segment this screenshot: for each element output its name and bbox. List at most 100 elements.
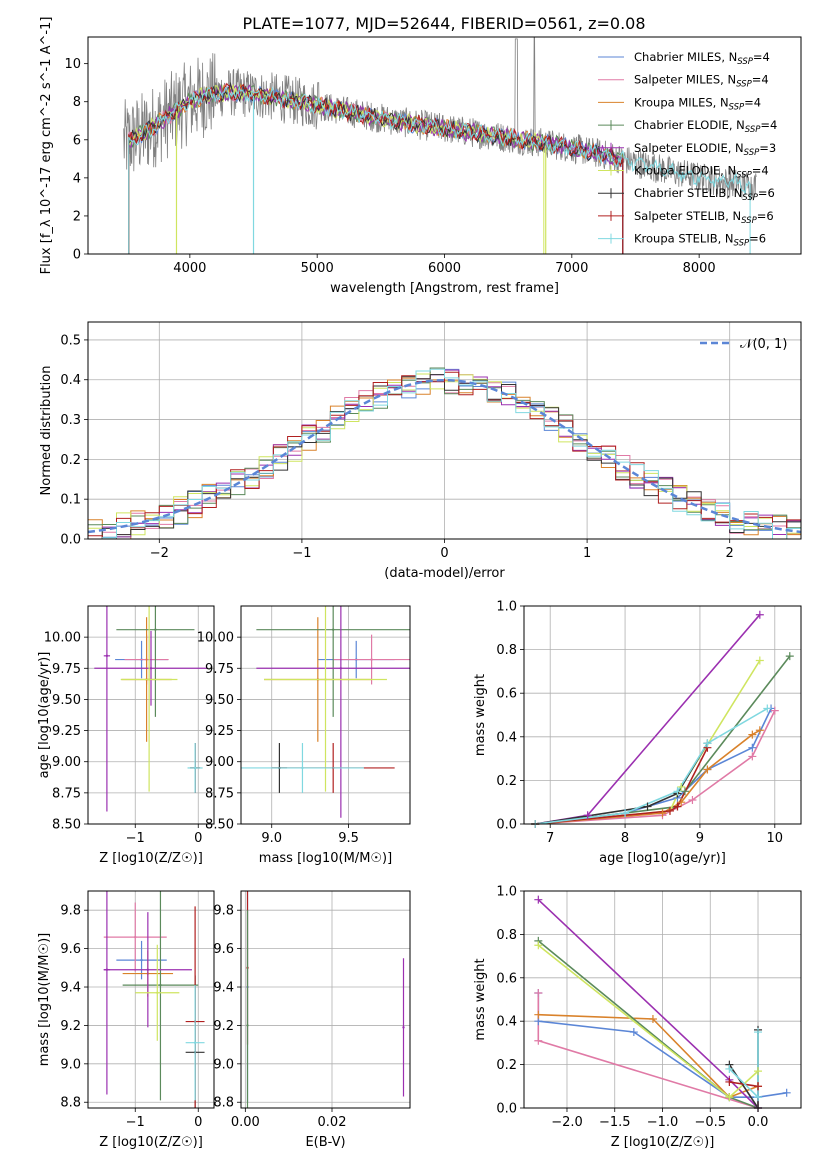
- series-marker: [534, 895, 543, 904]
- y-tick-label: 4: [73, 171, 81, 186]
- y-tick-label: 9.75: [52, 662, 81, 677]
- legend-label-text: Salpeter MILES, N: [634, 73, 736, 87]
- x-tick-label: −1.5: [599, 1115, 631, 1130]
- legend-label-sub: SSP: [745, 125, 761, 135]
- data-point: [147, 678, 151, 681]
- data-point: [149, 667, 153, 670]
- y-tick-label: 6: [73, 133, 81, 148]
- axes-frame: [523, 890, 802, 1109]
- figure-title: PLATE=1077, MJD=52644, FIBERID=0561, z=0…: [242, 14, 645, 33]
- legend-label: Chabrier MILES, NSSP=4: [634, 50, 770, 67]
- legend-label-text: Chabrier ELODIE, N: [634, 118, 745, 132]
- series-marker: [754, 1082, 763, 1091]
- legend-label-sub: SSP: [741, 216, 757, 226]
- series-marker: [763, 704, 772, 713]
- y-tick-label: 0.1: [60, 493, 81, 508]
- x-tick-label: −1.0: [647, 1115, 679, 1130]
- y-tick-label: 1.0: [496, 600, 517, 615]
- y-tick-label: 9.6: [60, 942, 81, 957]
- y-tick-label: 9.50: [205, 693, 234, 708]
- y-tick-label: 8.8: [213, 1096, 234, 1111]
- data-point: [156, 991, 159, 994]
- legend-label-text: Chabrier STELIB, N: [634, 186, 742, 200]
- legend-label-suffix: =3: [759, 141, 776, 155]
- x-axis-label: (data-model)/error: [384, 566, 505, 581]
- y-tick-label: 8.75: [52, 786, 81, 801]
- y-tick-label: 9.0: [60, 1057, 81, 1072]
- series-line: [538, 1013, 759, 1099]
- y-tick-label: 9.00: [52, 755, 81, 770]
- legend-label-sub: SSP: [734, 239, 750, 249]
- legend-label-suffix: =6: [749, 232, 766, 246]
- y-tick-label: 9.2: [213, 1019, 234, 1034]
- x-tick-label: −1: [292, 546, 311, 561]
- data-point: [159, 983, 162, 987]
- data-point: [402, 1026, 405, 1029]
- x-tick-label: 0: [194, 1115, 202, 1130]
- y-tick-label: 0.6: [496, 971, 517, 986]
- y-tick-label: 0.2: [60, 453, 81, 468]
- legend-label-suffix: =4: [752, 164, 769, 178]
- series-marker: [703, 765, 712, 774]
- plot-area: [535, 614, 791, 824]
- legend-label-suffix: =4: [744, 95, 761, 109]
- y-tick-label: 0.8: [496, 643, 517, 658]
- y-tick-label: 2: [73, 209, 81, 224]
- y-tick-label: 0.4: [496, 730, 517, 745]
- x-tick-label: 0: [440, 546, 448, 561]
- series-line: [535, 614, 761, 824]
- series-marker: [725, 1077, 734, 1086]
- y-tick-label: 0.8: [496, 928, 517, 943]
- y-tick-label: 8.50: [205, 818, 234, 833]
- series-marker: [782, 1088, 791, 1097]
- y-axis-label: age [log10(age/yr)]: [37, 652, 52, 779]
- y-tick-label: 9.25: [52, 724, 81, 739]
- y-tick-label: 0.6: [496, 687, 517, 702]
- axes-frame: [240, 605, 411, 825]
- series-marker: [629, 1028, 638, 1037]
- legend-label: Salpeter STELIB, NSSP=6: [634, 209, 774, 226]
- data-point: [140, 958, 143, 962]
- data-point: [331, 628, 335, 631]
- series-marker: [785, 652, 794, 661]
- series-marker: [534, 988, 543, 997]
- series-line: [535, 655, 791, 824]
- panel-age_vs_mass: 9.0 9.5 8.50 8.75 9.00 9.25 9.50 9.75 10.00 mass …: [197, 605, 411, 866]
- plot-area: [123, 37, 757, 254]
- series-marker: [688, 796, 697, 805]
- y-tick-label: 9.2: [60, 1019, 81, 1034]
- residual-histogram-line: [88, 368, 801, 539]
- data-point: [105, 654, 109, 658]
- panel-weight_vs_age: 7 8 9 10 0.0 0.2 0.4 0.6 0.8 1.0 age [log10(age/yr…: [473, 600, 802, 866]
- series-marker: [648, 1015, 657, 1024]
- plot-area: [88, 367, 801, 539]
- x-tick-label: −2: [150, 546, 169, 561]
- y-tick-label: 9.4: [60, 981, 81, 996]
- y-tick-label: 0.0: [496, 1102, 517, 1117]
- axes-frame: [240, 890, 411, 1109]
- y-tick-label: 0.0: [496, 818, 517, 833]
- data-point: [154, 628, 157, 631]
- y-tick-label: 1.0: [496, 885, 517, 900]
- series-marker: [680, 787, 689, 796]
- y-tick-label: 0.2: [496, 1058, 517, 1073]
- y-tick-label: 9.8: [213, 904, 234, 919]
- panel-mass_vs_ebv: 0.00 0.02 8.8 9.0 9.2 9.4 9.6 9.8 E(B-V): [213, 890, 411, 1150]
- legend-label-sub: SSP: [744, 148, 760, 158]
- axes-frame: [87, 890, 215, 1109]
- model-spectrum-line: [128, 84, 624, 254]
- series-marker: [755, 610, 764, 619]
- y-tick-label: 0.4: [496, 1015, 517, 1030]
- y-tick-label: 9.00: [205, 755, 234, 770]
- legend-label-text: Salpeter STELIB, N: [634, 209, 741, 223]
- x-axis-label: mass [log10(M/M☉)]: [259, 851, 392, 866]
- legend-label-sub: SSP: [737, 57, 753, 67]
- x-tick-label: 0.00: [231, 1115, 260, 1130]
- x-tick-label: 6000: [428, 261, 461, 276]
- panel-weight_vs_Z: −2.0 −1.5 −1.0 −0.5 0.0 0.0 0.2 0.4 0.6 0.8 1.0 Z […: [473, 885, 802, 1150]
- series-marker: [583, 811, 592, 820]
- x-tick-label: −0.5: [694, 1115, 726, 1130]
- panel-age_vs_Z: −1 0 8.50 8.75 9.00 9.25 9.50 9.75 10.00 Z [log10…: [37, 605, 215, 866]
